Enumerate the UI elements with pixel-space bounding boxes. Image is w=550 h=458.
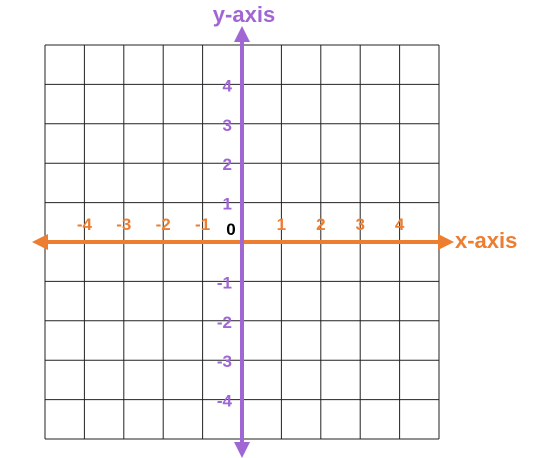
- x-axis-title: x-axis: [455, 228, 517, 253]
- x-tick-label: 3: [355, 215, 364, 234]
- y-tick-label: -4: [217, 392, 233, 411]
- y-tick-label: -1: [217, 273, 232, 292]
- y-axis-ticks: 4 3 2 1 -1 -2 -3 -4: [217, 76, 233, 410]
- x-tick-label: -3: [116, 215, 131, 234]
- y-tick-label: 1: [223, 195, 232, 214]
- x-tick-label: -1: [195, 215, 210, 234]
- x-tick-label: 1: [277, 215, 286, 234]
- x-tick-label: 2: [316, 215, 325, 234]
- y-tick-label: 2: [223, 155, 232, 174]
- origin-label: 0: [226, 220, 235, 239]
- y-tick-label: 4: [223, 76, 233, 95]
- y-tick-label: 3: [223, 116, 232, 135]
- y-tick-label: -2: [217, 313, 232, 332]
- x-tick-label: -4: [77, 215, 93, 234]
- y-axis-title: y-axis: [213, 2, 275, 27]
- y-tick-label: -3: [217, 352, 232, 371]
- x-axis-ticks: -4 -3 -2 -1 1 2 3 4: [77, 215, 405, 234]
- x-tick-label: 4: [395, 215, 405, 234]
- x-tick-label: -2: [156, 215, 171, 234]
